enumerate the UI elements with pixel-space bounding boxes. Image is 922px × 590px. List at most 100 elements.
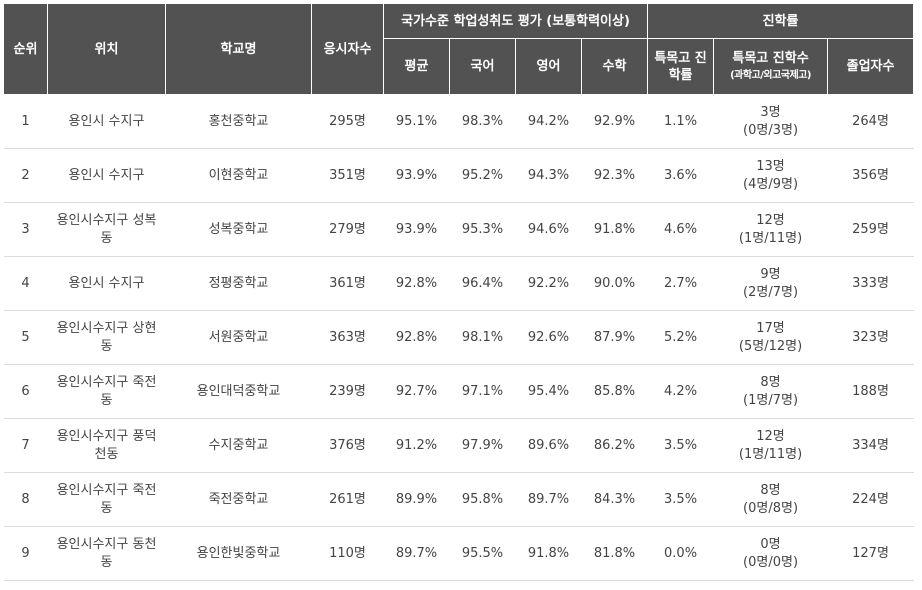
math-cell: 81.8% bbox=[581, 526, 648, 581]
header-average: 평균 bbox=[383, 38, 450, 95]
school-ranking-table: 순위 위치 학교명 응시자수 국가수준 학업성취도 평가 (보통학력이상) 진학… bbox=[3, 3, 915, 581]
location-cell: 용인시수지구 죽전동 bbox=[47, 364, 166, 419]
special-count-cell: 8명 (1명/7명) bbox=[713, 364, 828, 419]
graduates-cell: 356명 bbox=[827, 148, 914, 203]
special-count-detail: (0명/3명) bbox=[743, 122, 799, 138]
special-rate-cell: 3.6% bbox=[647, 148, 714, 203]
rank-cell: 1 bbox=[3, 94, 48, 149]
special-count-cell: 0명 (0명/0명) bbox=[713, 526, 828, 581]
special-count-detail: (1명/11명) bbox=[738, 446, 803, 462]
special-count-cell: 8명 (0명/8명) bbox=[713, 472, 828, 527]
school-cell: 용인대덕중학교 bbox=[165, 364, 312, 419]
math-cell: 86.2% bbox=[581, 418, 648, 473]
special-rate-cell: 4.2% bbox=[647, 364, 714, 419]
special-count-total: 9명 bbox=[760, 266, 781, 282]
rank-cell: 4 bbox=[3, 256, 48, 311]
table-row: 4 용인시 수지구 정평중학교 361명 92.8% 96.4% 92.2% 9… bbox=[3, 256, 914, 311]
special-count-detail: (2명/7명) bbox=[743, 284, 799, 300]
location-cell: 용인시수지구 상현동 bbox=[47, 310, 166, 365]
table-row: 6 용인시수지구 죽전동 용인대덕중학교 239명 92.7% 97.1% 95… bbox=[3, 364, 914, 419]
math-cell: 92.9% bbox=[581, 94, 648, 149]
special-count-cell: 12명 (1명/11명) bbox=[713, 418, 828, 473]
takers-cell: 363명 bbox=[311, 310, 384, 365]
special-count-cell: 17명 (5명/12명) bbox=[713, 310, 828, 365]
rank-cell: 7 bbox=[3, 418, 48, 473]
korean-cell: 96.4% bbox=[449, 256, 516, 311]
rank-cell: 9 bbox=[3, 526, 48, 581]
korean-cell: 97.1% bbox=[449, 364, 516, 419]
english-cell: 94.6% bbox=[515, 202, 582, 257]
header-school: 학교명 bbox=[165, 3, 312, 95]
special-count-total: 17명 bbox=[756, 320, 785, 336]
school-cell: 수지중학교 bbox=[165, 418, 312, 473]
graduates-cell: 333명 bbox=[827, 256, 914, 311]
graduates-cell: 188명 bbox=[827, 364, 914, 419]
special-count-total: 13명 bbox=[756, 158, 785, 174]
english-cell: 95.4% bbox=[515, 364, 582, 419]
location-cell: 용인시수지구 동천동 bbox=[47, 526, 166, 581]
math-cell: 85.8% bbox=[581, 364, 648, 419]
takers-cell: 261명 bbox=[311, 472, 384, 527]
header-graduates: 졸업자수 bbox=[827, 38, 915, 95]
header-math: 수학 bbox=[580, 38, 649, 95]
takers-cell: 351명 bbox=[311, 148, 384, 203]
special-count-cell: 9명 (2명/7명) bbox=[713, 256, 828, 311]
header-special-count: 특목고 진학수 (과학고/외고국제고) bbox=[713, 38, 829, 95]
special-count-total: 12명 bbox=[756, 212, 785, 228]
rank-cell: 5 bbox=[3, 310, 48, 365]
table-row: 1 용인시 수지구 홍천중학교 295명 95.1% 98.3% 94.2% 9… bbox=[3, 94, 914, 149]
header-national-assessment: 국가수준 학업성취도 평가 (보통학력이상) bbox=[382, 3, 649, 39]
location-cell: 용인시수지구 죽전동 bbox=[47, 472, 166, 527]
graduates-cell: 264명 bbox=[827, 94, 914, 149]
rank-cell: 8 bbox=[3, 472, 48, 527]
special-rate-cell: 3.5% bbox=[647, 418, 714, 473]
average-cell: 93.9% bbox=[383, 148, 450, 203]
english-cell: 94.2% bbox=[515, 94, 582, 149]
takers-cell: 239명 bbox=[311, 364, 384, 419]
special-count-cell: 12명 (1명/11명) bbox=[713, 202, 828, 257]
graduates-cell: 224명 bbox=[827, 472, 914, 527]
english-cell: 89.7% bbox=[515, 472, 582, 527]
special-count-detail: (4명/9명) bbox=[743, 176, 799, 192]
school-cell: 용인한빛중학교 bbox=[165, 526, 312, 581]
graduates-cell: 259명 bbox=[827, 202, 914, 257]
school-cell: 정평중학교 bbox=[165, 256, 312, 311]
header-takers: 응시자수 bbox=[311, 3, 384, 95]
average-cell: 92.8% bbox=[383, 256, 450, 311]
korean-cell: 98.1% bbox=[449, 310, 516, 365]
header-special-count-sub: (과학고/외고국제고) bbox=[730, 69, 811, 81]
header-korean: 국어 bbox=[449, 38, 516, 95]
average-cell: 95.1% bbox=[383, 94, 450, 149]
header-special-rate: 특목고 진학률 bbox=[647, 38, 715, 95]
special-count-detail: (0명/0명) bbox=[743, 554, 799, 570]
english-cell: 94.3% bbox=[515, 148, 582, 203]
location-cell: 용인시 수지구 bbox=[47, 94, 166, 149]
location-cell: 용인시수지구 풍덕천동 bbox=[47, 418, 166, 473]
korean-cell: 97.9% bbox=[449, 418, 516, 473]
table-row: 8 용인시수지구 죽전동 죽전중학교 261명 89.9% 95.8% 89.7… bbox=[3, 472, 914, 527]
header-english: 영어 bbox=[515, 38, 582, 95]
special-rate-cell: 3.5% bbox=[647, 472, 714, 527]
special-count-total: 12명 bbox=[756, 428, 785, 444]
table-row: 9 용인시수지구 동천동 용인한빛중학교 110명 89.7% 95.5% 91… bbox=[3, 526, 914, 581]
rank-cell: 3 bbox=[3, 202, 48, 257]
table-row: 5 용인시수지구 상현동 서원중학교 363명 92.8% 98.1% 92.6… bbox=[3, 310, 914, 365]
english-cell: 89.6% bbox=[515, 418, 582, 473]
average-cell: 89.7% bbox=[383, 526, 450, 581]
school-cell: 이현중학교 bbox=[165, 148, 312, 203]
special-count-total: 8명 bbox=[760, 482, 781, 498]
special-count-detail: (1명/11명) bbox=[738, 230, 803, 246]
special-count-total: 3명 bbox=[760, 104, 781, 120]
table-body: 1 용인시 수지구 홍천중학교 295명 95.1% 98.3% 94.2% 9… bbox=[3, 94, 914, 581]
takers-cell: 295명 bbox=[311, 94, 384, 149]
takers-cell: 376명 bbox=[311, 418, 384, 473]
special-rate-cell: 4.6% bbox=[647, 202, 714, 257]
header-rank: 순위 bbox=[3, 3, 48, 95]
korean-cell: 95.5% bbox=[449, 526, 516, 581]
special-rate-cell: 0.0% bbox=[647, 526, 714, 581]
english-cell: 92.2% bbox=[515, 256, 582, 311]
school-cell: 죽전중학교 bbox=[165, 472, 312, 527]
special-count-total: 0명 bbox=[760, 536, 781, 552]
average-cell: 91.2% bbox=[383, 418, 450, 473]
special-count-detail: (1명/7명) bbox=[743, 392, 799, 408]
